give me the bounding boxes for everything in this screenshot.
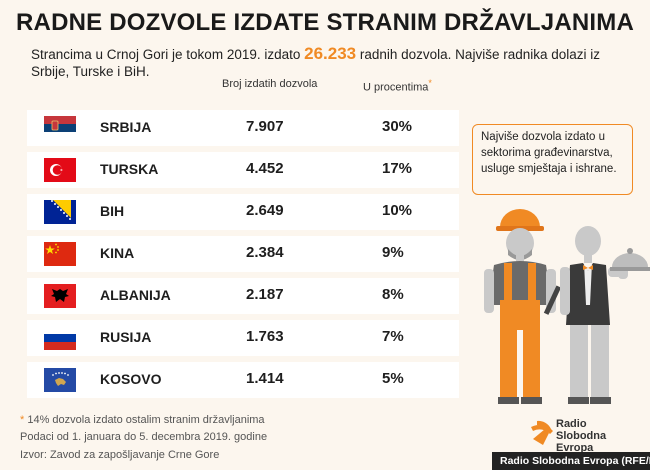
credit-bar — [492, 452, 650, 470]
country-name: KINA — [100, 245, 135, 261]
sector-callout: Najviše dozvola izdato u sektorima građe… — [472, 124, 633, 195]
footnote-other-text: 14% dozvola izdato ostalim stranim držav… — [24, 414, 265, 426]
logo-text: Radio Slobodna Evropa — [556, 418, 636, 454]
country-name: BIH — [100, 203, 125, 219]
intro-before: Strancima u Crnoj Gori je tokom 2019. iz… — [31, 47, 305, 62]
table-row: BIH 2.649 10% — [27, 194, 459, 230]
country-name: RUSIJA — [100, 329, 152, 345]
permit-count: 2.649 — [246, 202, 284, 219]
permit-count: 1.414 — [246, 370, 284, 387]
country-name: ALBANIJA — [100, 287, 171, 303]
permit-count: 7.907 — [246, 118, 284, 135]
logo-line1: Radio Slobodna — [556, 418, 607, 442]
country-name: KOSOVO — [100, 371, 162, 387]
permit-percent: 8% — [382, 286, 404, 303]
table-row: TURSKA 4.452 17% — [27, 152, 459, 188]
intro-after: radnih dozvola. Najviše radnika dolazi i… — [31, 47, 601, 79]
table-row: RUSIJA 1.763 7% — [27, 320, 459, 356]
albania-flag-icon — [44, 284, 76, 308]
permit-percent: 7% — [382, 328, 404, 345]
turkey-flag-icon — [44, 158, 76, 182]
footnote-source: Izvor: Zavod za zapošljavanje Crne Gore — [20, 449, 220, 461]
permit-count: 2.187 — [246, 286, 284, 303]
permit-count: 2.384 — [246, 244, 284, 261]
column-header-percent: U procentima* — [363, 78, 432, 94]
waiter-icon — [560, 226, 650, 404]
column-header-percent-label: U procentima — [363, 81, 429, 94]
intro-text: Strancima u Crnoj Gori je tokom 2019. iz… — [31, 45, 631, 80]
credit-text: Radio Slobodna Evropa (RFE/RL) — [500, 455, 650, 467]
footnote-period: Podaci od 1. januara do 5. decembra 2019… — [20, 431, 268, 443]
table-row: KINA 2.384 9% — [27, 236, 459, 272]
rfe-logo-icon — [531, 420, 553, 445]
country-name: SRBIJA — [100, 119, 152, 135]
permit-percent: 30% — [382, 118, 413, 135]
china-flag-icon — [44, 242, 76, 266]
page-title: RADNE DOZVOLE IZDATE STRANIM DRŽAVLJANIM… — [16, 9, 634, 36]
table-row: SRBIJA 7.907 30% — [27, 110, 459, 146]
permit-percent: 9% — [382, 244, 404, 261]
column-header-count-label: Broj izdatih dozvola — [222, 78, 318, 90]
column-header-count: Broj izdatih dozvola — [222, 78, 317, 90]
footnote-asterisk: * — [20, 414, 25, 426]
country-name: TURSKA — [100, 161, 159, 177]
table-row: KOSOVO 1.414 5% — [27, 362, 459, 398]
permit-count: 1.763 — [246, 328, 284, 345]
permit-percent: 17% — [382, 160, 413, 177]
construction-worker-icon — [484, 209, 562, 404]
workers-illustration — [484, 209, 650, 404]
bih-flag-icon — [44, 200, 76, 224]
serbia-flag-icon — [44, 116, 76, 140]
permit-percent: 10% — [382, 202, 413, 219]
permit-count: 4.452 — [246, 160, 284, 177]
footnote-other: * 14% dozvola izdato ostalim stranim drž… — [20, 414, 265, 426]
permit-percent: 5% — [382, 370, 404, 387]
russia-flag-icon — [44, 326, 76, 350]
logo-line2: Evropa — [556, 442, 594, 454]
kosovo-flag-icon — [44, 368, 76, 392]
table-row: ALBANIJA 2.187 8% — [27, 278, 459, 314]
intro-total: 26.233 — [304, 44, 357, 63]
asterisk-mark: * — [428, 78, 432, 88]
